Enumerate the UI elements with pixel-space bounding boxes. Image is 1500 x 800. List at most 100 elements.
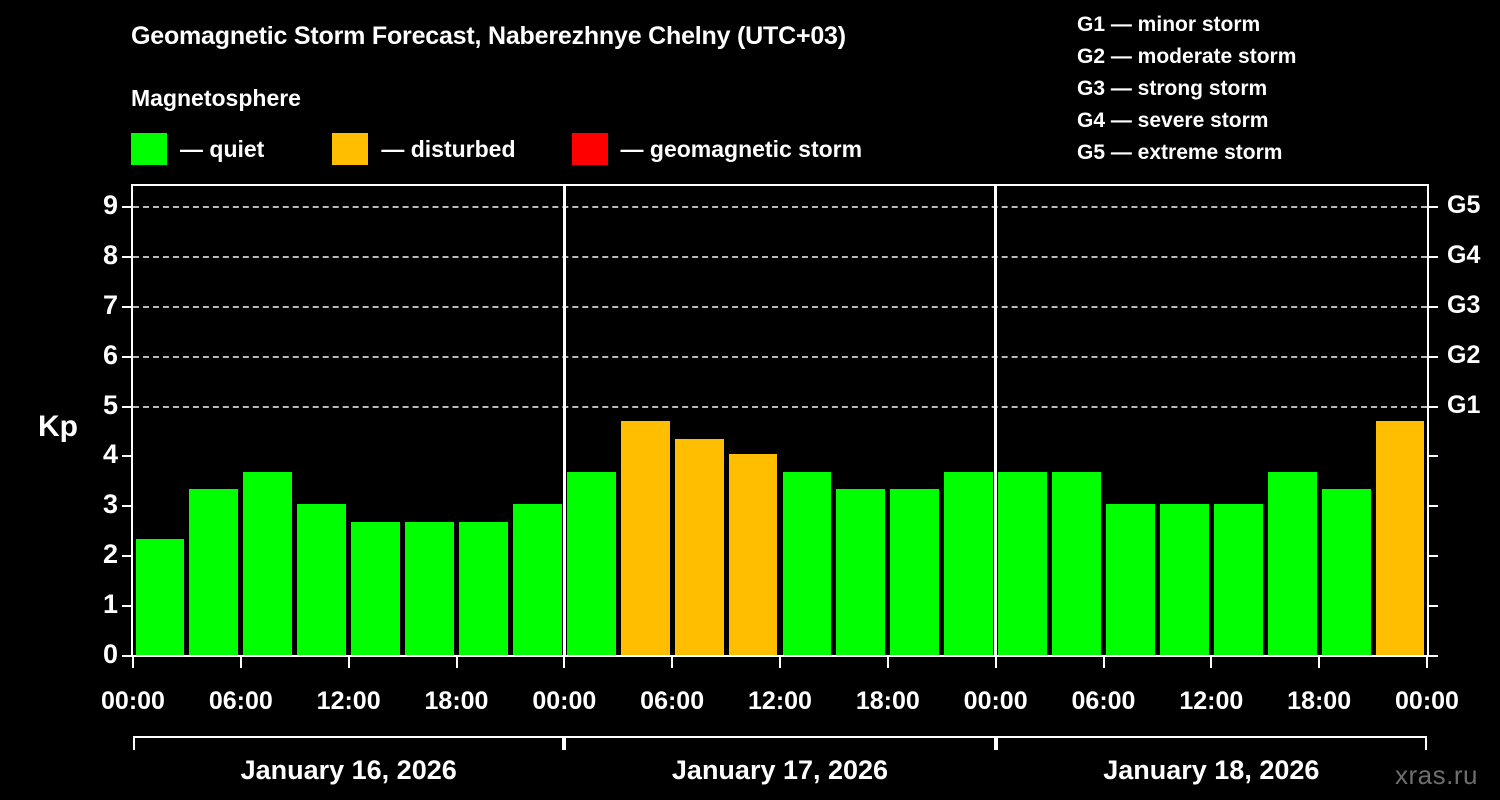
page-title: Geomagnetic Storm Forecast, Naberezhnye … xyxy=(131,22,846,50)
legend-item-disturbed: — disturbed xyxy=(332,133,516,165)
bar xyxy=(782,471,832,655)
y-axis-tick xyxy=(122,255,133,258)
legend: — quiet — disturbed — geomagnetic storm xyxy=(131,133,862,165)
right-axis-label: G1 xyxy=(1447,390,1481,419)
x-axis-tick xyxy=(1102,656,1105,668)
bar xyxy=(297,503,347,655)
x-axis-tick xyxy=(1210,656,1213,668)
bar xyxy=(351,521,401,655)
right-axis-minor-tick xyxy=(1427,655,1438,657)
x-axis-tick-label: 18:00 xyxy=(1287,687,1352,715)
bar xyxy=(1321,488,1371,655)
x-axis-tick-label: 00:00 xyxy=(101,687,165,715)
x-axis-tick-label: 12:00 xyxy=(316,687,381,715)
bar xyxy=(944,471,994,655)
gridline xyxy=(133,305,1427,308)
right-axis-label: G5 xyxy=(1447,190,1481,219)
y-axis-tick xyxy=(122,455,133,458)
y-axis-tick xyxy=(122,355,133,358)
right-axis-label: G3 xyxy=(1447,290,1481,319)
right-axis-label: G2 xyxy=(1447,340,1481,369)
right-axis-tick xyxy=(1427,405,1438,408)
x-axis-tick xyxy=(1426,656,1428,668)
right-axis-label: G4 xyxy=(1447,240,1481,269)
bar xyxy=(1052,471,1101,655)
y-axis-tick xyxy=(122,305,133,308)
x-axis-tick xyxy=(994,656,997,668)
plot-area xyxy=(131,184,1429,657)
bar xyxy=(836,488,886,655)
right-axis-minor-tick xyxy=(1427,605,1438,608)
bar xyxy=(1375,420,1425,655)
x-axis-tick-label: 06:00 xyxy=(640,687,705,715)
x-axis-tick xyxy=(455,656,458,668)
y-axis-tick xyxy=(122,405,133,408)
x-axis-tick-label: 06:00 xyxy=(208,687,273,715)
y-axis-tick-label: 9 xyxy=(102,189,118,220)
legend-item-storm: — geomagnetic storm xyxy=(571,133,863,165)
x-axis-tick-label: 06:00 xyxy=(1071,687,1136,715)
right-axis-tick xyxy=(1427,205,1438,208)
bar xyxy=(1213,503,1263,655)
legend-label-quiet: — quiet xyxy=(180,135,265,162)
right-axis-minor-tick xyxy=(1427,455,1438,458)
gridline xyxy=(133,205,1427,208)
bar xyxy=(243,471,293,655)
legend-label-storm: — geomagnetic storm xyxy=(620,135,863,162)
y-axis-tick-label: 3 xyxy=(102,489,118,520)
gridlines xyxy=(133,186,1427,655)
y-axis-tick-label: 7 xyxy=(102,289,118,320)
x-axis-tick-label: 12:00 xyxy=(1179,687,1244,715)
bar xyxy=(620,420,670,655)
y-axis-tick-label: 4 xyxy=(102,439,118,470)
x-axis-tick xyxy=(671,656,674,668)
bar xyxy=(566,471,616,655)
date-bracket xyxy=(564,736,996,750)
right-axis-tick xyxy=(1427,255,1438,258)
x-axis-tick-label: 00:00 xyxy=(963,687,1028,715)
right-axis-minor-tick xyxy=(1427,505,1438,508)
bar xyxy=(728,453,778,655)
bar xyxy=(890,488,940,655)
y-axis-tick-label: 2 xyxy=(102,539,118,570)
y-axis-tick xyxy=(122,555,133,558)
y-axis-tick-label: 1 xyxy=(102,589,118,620)
bar xyxy=(135,538,185,655)
x-axis-tick-label: 12:00 xyxy=(748,687,812,715)
y-axis-tick xyxy=(122,505,133,508)
day-dividers xyxy=(133,186,1427,655)
y-axis-tick xyxy=(122,205,133,208)
gridline xyxy=(133,405,1427,408)
g-scale-row: G4 — severe storm xyxy=(1077,109,1269,132)
x-axis-tick xyxy=(239,656,242,668)
y-axis-tick-label: 8 xyxy=(102,239,118,270)
bar-series xyxy=(133,186,1427,655)
g-scale-row: G5 — extreme storm xyxy=(1077,141,1283,164)
legend-swatch-storm-icon xyxy=(571,133,608,165)
y-axis-title: Kp xyxy=(38,410,78,443)
bar xyxy=(1159,503,1209,655)
bar xyxy=(1106,503,1155,655)
date-bracket xyxy=(133,736,565,750)
legend-item-quiet: — quiet xyxy=(131,133,264,165)
date-label: January 16, 2026 xyxy=(240,755,457,785)
x-axis-tick xyxy=(347,656,350,668)
x-axis-tick xyxy=(1318,656,1321,668)
bar xyxy=(998,471,1048,655)
g-scale-row: G1 — minor storm xyxy=(1077,13,1261,36)
date-label: January 18, 2026 xyxy=(1103,755,1320,785)
x-axis-tick xyxy=(563,656,566,668)
gridline xyxy=(133,255,1427,258)
x-axis-tick xyxy=(886,656,889,668)
g-scale-legend: G1 — minor storm G2 — moderate storm G3 … xyxy=(1077,9,1296,169)
magnetosphere-label: Magnetosphere xyxy=(131,85,301,111)
y-axis-tick-label: 0 xyxy=(102,639,118,669)
x-axis-tick-label: 00:00 xyxy=(532,687,597,715)
legend-swatch-quiet-icon xyxy=(131,133,167,165)
gridline xyxy=(133,355,1427,358)
bar xyxy=(189,488,239,655)
y-axis-tick xyxy=(122,605,133,608)
g-scale-row: G3 — strong storm xyxy=(1077,77,1268,100)
right-axis-minor-tick xyxy=(1427,555,1438,558)
legend-swatch-disturbed-icon xyxy=(332,133,369,165)
